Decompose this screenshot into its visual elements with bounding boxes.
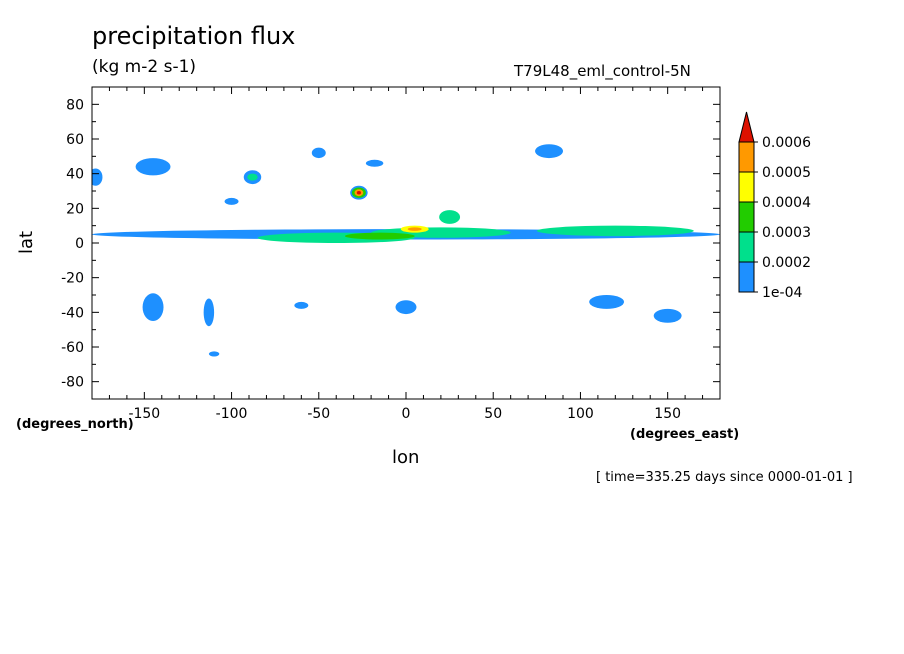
y-tick-label: -20 <box>61 271 84 287</box>
precip-patch <box>589 295 625 309</box>
precip-patch <box>439 210 461 224</box>
colorbar-swatch <box>738 261 755 293</box>
x-tick-label: 0 <box>402 406 411 422</box>
colorbar-label: 0.0006 <box>762 135 811 151</box>
y-tick-label: 40 <box>66 167 84 183</box>
colorbar-label: 1e-04 <box>762 285 802 301</box>
precip-patch <box>224 197 239 205</box>
y-tick-label: 20 <box>66 201 84 217</box>
colorbar-swatch <box>738 201 755 233</box>
colorbar-label: 0.0003 <box>762 225 811 241</box>
x-tick-label: -100 <box>216 406 248 422</box>
chart-units: (kg m-2 s-1) <box>92 57 197 77</box>
colorbar-label: 0.0002 <box>762 255 811 271</box>
precip-patch <box>407 227 422 231</box>
precip-patch <box>294 301 309 309</box>
precip-patch <box>535 144 563 159</box>
y-tick-label: -80 <box>61 375 84 391</box>
colorbar-label: 0.0004 <box>762 195 811 211</box>
x-tick-label: 150 <box>654 406 681 422</box>
x-axis-label: lon <box>392 447 420 468</box>
precip-patch <box>203 298 215 327</box>
y-tick-label: 80 <box>66 97 84 113</box>
precip-patch <box>311 147 326 159</box>
precip-patch <box>365 159 384 167</box>
precip-patch <box>653 308 682 323</box>
colorbar-swatch <box>738 171 755 203</box>
colorbar-extend-arrow <box>738 111 755 143</box>
colorbar-swatch <box>738 141 755 173</box>
precip-patch <box>344 232 415 240</box>
y-units-label: (degrees_north) <box>16 417 134 432</box>
precip-patch <box>208 351 220 357</box>
x-units-label: (degrees_east) <box>630 427 740 442</box>
y-tick-label: 60 <box>66 132 84 148</box>
y-tick-label: -60 <box>61 340 84 356</box>
chart-title: precipitation flux <box>92 22 296 50</box>
x-tick-label: -50 <box>307 406 330 422</box>
colorbar-swatch <box>738 231 755 263</box>
precip-patch <box>395 300 417 315</box>
case-label: T79L48_eml_control-5N <box>514 62 691 80</box>
precip-patch <box>356 191 361 195</box>
y-tick-label: 0 <box>75 236 84 252</box>
x-tick-label: 50 <box>484 406 502 422</box>
time-label: [ time=335.25 days since 0000-01-01 ] <box>596 470 853 485</box>
y-tick-label: -40 <box>61 305 84 321</box>
x-tick-label: -150 <box>128 406 160 422</box>
precip-patch <box>92 168 103 186</box>
x-tick-label: 100 <box>567 406 594 422</box>
precip-patch <box>135 158 171 176</box>
precip-patch <box>247 173 258 181</box>
colorbar-label: 0.0005 <box>762 165 811 181</box>
precip-patch <box>536 225 694 237</box>
plot-frame <box>91 86 721 400</box>
precip-patch <box>142 293 164 321</box>
